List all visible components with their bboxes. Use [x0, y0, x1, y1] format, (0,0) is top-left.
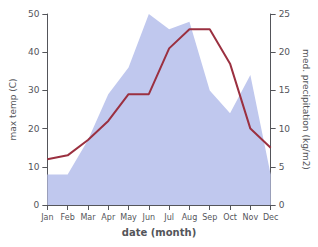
svg-text:20: 20 — [28, 124, 40, 134]
svg-text:0: 0 — [34, 200, 40, 210]
svg-text:0: 0 — [279, 200, 285, 210]
svg-text:max temp (C): max temp (C) — [8, 78, 18, 140]
svg-text:Aug: Aug — [182, 213, 198, 222]
svg-text:Apr: Apr — [101, 213, 116, 222]
svg-text:10: 10 — [28, 162, 40, 172]
svg-text:50: 50 — [28, 9, 40, 19]
svg-text:Jan: Jan — [40, 213, 53, 222]
svg-text:Feb: Feb — [61, 213, 75, 222]
svg-text:15: 15 — [279, 85, 290, 95]
svg-text:10: 10 — [279, 124, 291, 134]
svg-text:40: 40 — [28, 47, 40, 57]
svg-text:25: 25 — [279, 9, 290, 19]
svg-text:20: 20 — [279, 47, 291, 57]
svg-text:Sep: Sep — [202, 213, 217, 222]
svg-text:Jul: Jul — [163, 213, 174, 222]
svg-text:Jun: Jun — [142, 213, 156, 222]
svg-text:5: 5 — [279, 162, 285, 172]
svg-text:Nov: Nov — [243, 213, 259, 222]
svg-text:Dec: Dec — [263, 213, 278, 222]
svg-text:med. precipitation (kg/m2): med. precipitation (kg/m2) — [301, 49, 311, 170]
svg-text:Mar: Mar — [80, 213, 96, 222]
svg-text:30: 30 — [28, 85, 40, 95]
svg-text:May: May — [120, 213, 137, 222]
svg-text:Oct: Oct — [223, 213, 237, 222]
svg-text:date (month): date (month) — [122, 227, 196, 238]
